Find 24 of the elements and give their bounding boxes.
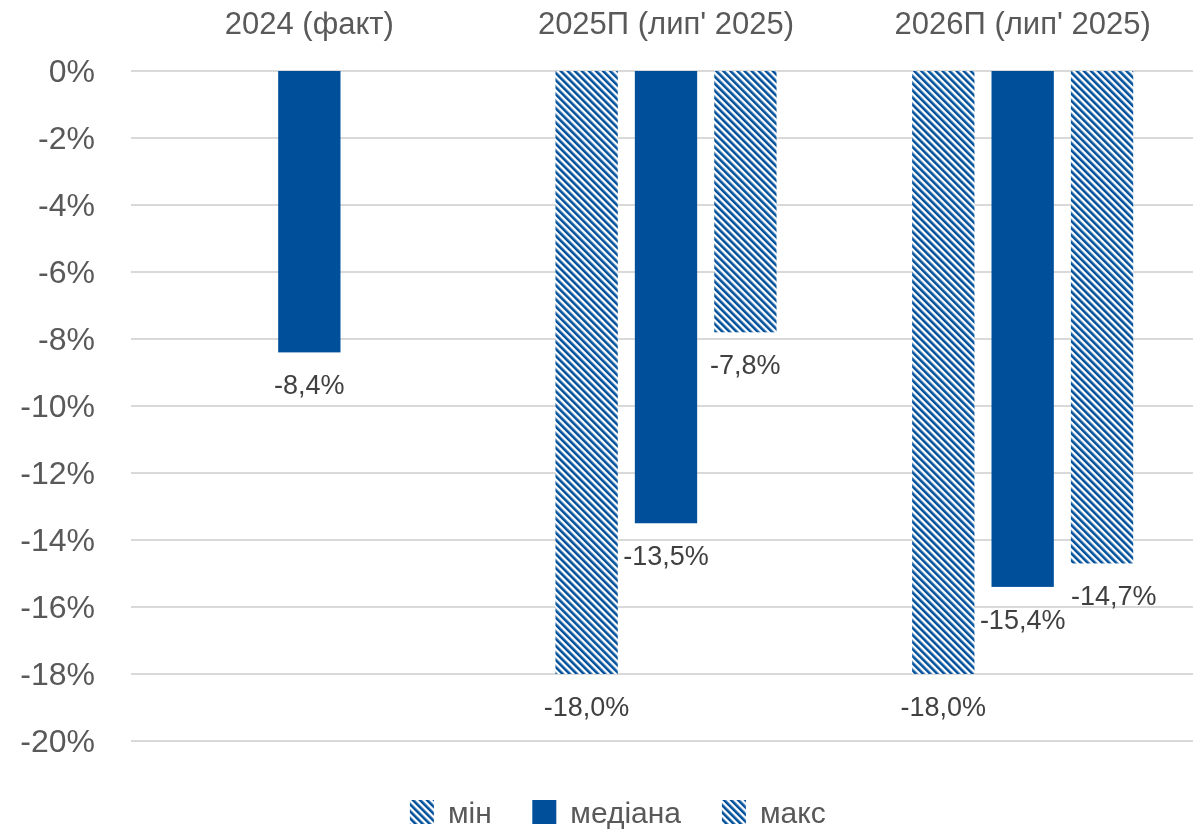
y-tick-label: -20% [20, 723, 95, 760]
x-tick-label: 2024 (факт) [224, 6, 394, 41]
data-label: -15,4% [979, 604, 1066, 635]
data-label: -8,4% [274, 370, 345, 401]
y-tick-label: -10% [20, 388, 95, 425]
legend-label: макс [759, 795, 826, 829]
y-tick-label: -6% [38, 254, 95, 291]
data-label: -7,8% [710, 350, 781, 381]
y-tick-label: 0% [48, 53, 95, 90]
legend-label: медіана [570, 795, 682, 829]
y-tick-label: -14% [20, 522, 95, 559]
x-tick-label: 2026П (лип' 2025) [894, 6, 1151, 41]
y-tick-label: -12% [20, 455, 95, 492]
data-label: -14,7% [1070, 581, 1157, 612]
y-tick-label: -18% [20, 656, 95, 693]
y-tick-label: -16% [20, 589, 95, 626]
y-tick-label: -8% [38, 321, 95, 358]
legend-label: мін [447, 795, 492, 829]
y-tick-label: -4% [38, 187, 95, 224]
x-tick-label: 2025П (лип' 2025) [537, 6, 795, 41]
data-label: -13,5% [623, 541, 709, 572]
data-label: -18,0% [900, 692, 987, 722]
y-tick-label: -2% [38, 120, 95, 157]
data-label: -18,0% [543, 692, 630, 722]
